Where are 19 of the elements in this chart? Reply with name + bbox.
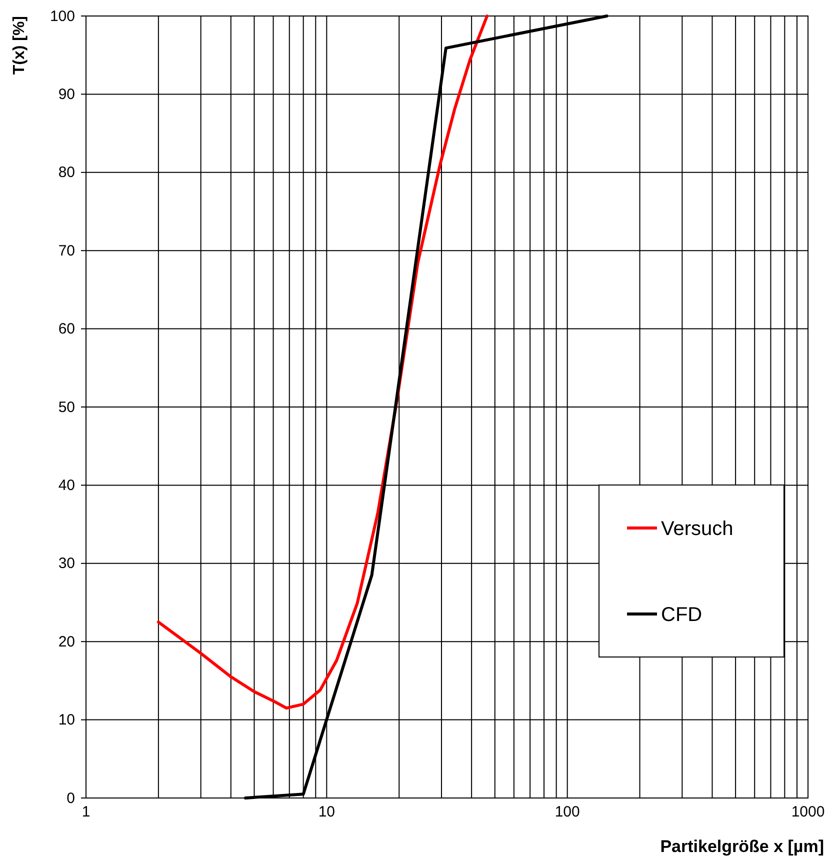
legend-label: Versuch: [661, 518, 734, 540]
y-tick-label: 10: [58, 712, 75, 729]
y-tick-label: 70: [58, 242, 75, 260]
y-axis-title: T(x) [%]: [11, 16, 28, 75]
y-tick-label: 80: [58, 164, 75, 182]
y-tick-label: 60: [58, 320, 75, 338]
x-tick-label: 1: [82, 804, 90, 821]
y-tick-label: 90: [58, 86, 75, 103]
x-axis-title: Partikelgröße x [µm]: [660, 837, 824, 856]
x-tick-label: 10: [318, 804, 336, 821]
y-tick-label: 40: [58, 477, 75, 494]
y-tick-label: 30: [58, 555, 75, 572]
legend-label: CFD: [661, 604, 702, 626]
y-tick-label: 0: [66, 790, 75, 807]
y-tick-label: 20: [58, 633, 75, 650]
y-tick-label: 100: [50, 8, 75, 25]
x-tick-label: 100: [554, 804, 580, 821]
y-tick-label: 50: [58, 398, 75, 416]
x-tick-label: 1000: [791, 804, 825, 821]
